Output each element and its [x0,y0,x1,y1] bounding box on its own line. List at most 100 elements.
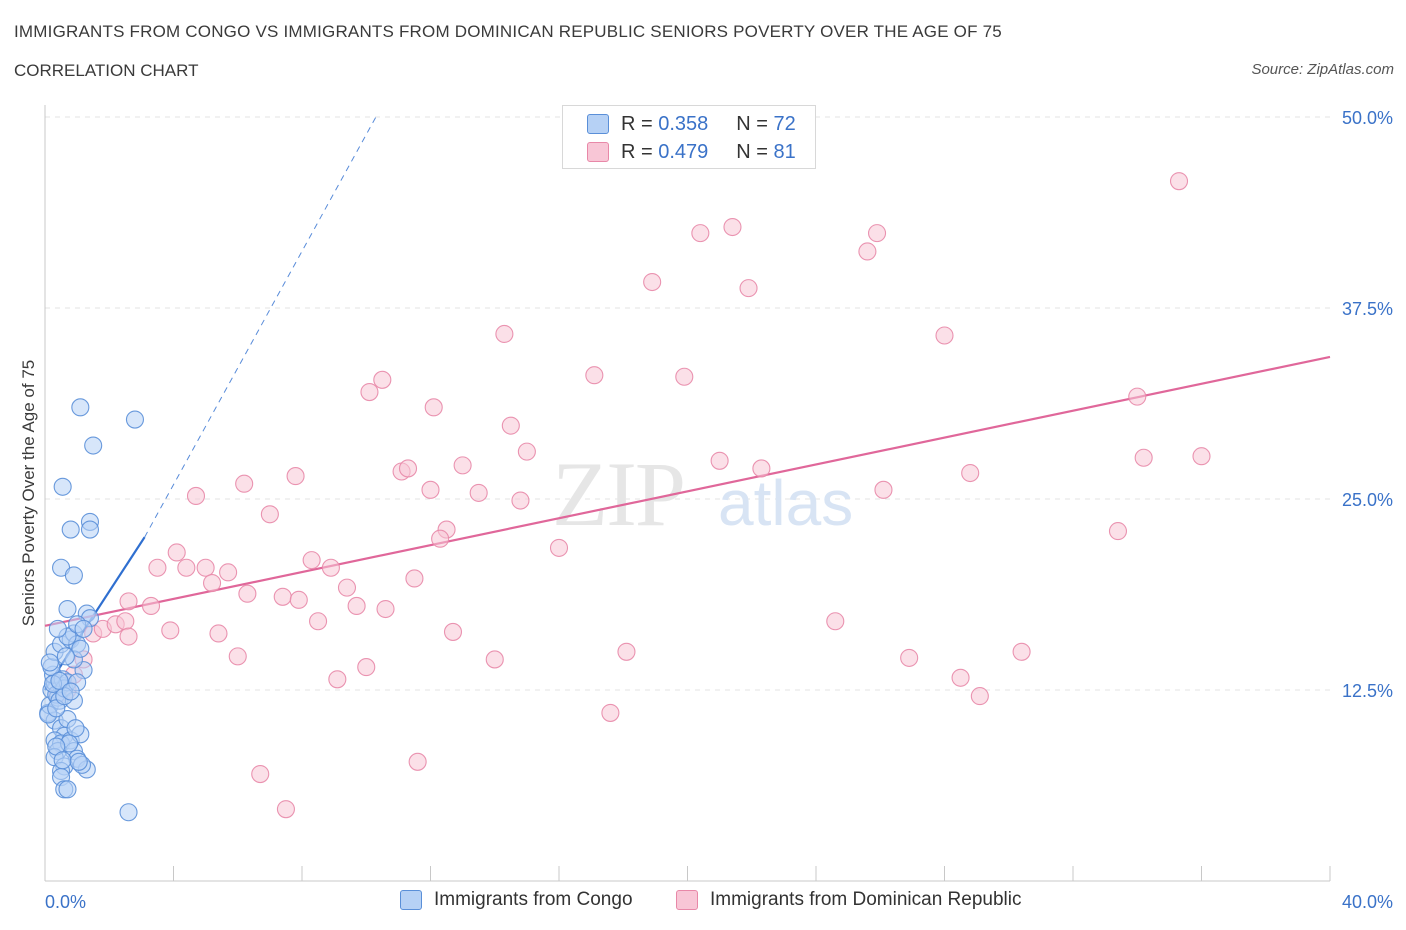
dominican-point-13[interactable] [167,543,186,562]
dominican-point-9[interactable] [119,592,138,611]
dominican-point-50[interactable] [501,416,520,435]
congo-point-66[interactable] [66,719,85,738]
dominican-point-18[interactable] [219,563,238,582]
dominican-point-47[interactable] [469,483,488,502]
dominican-point-80[interactable] [431,529,450,548]
congo-point-27[interactable] [71,639,90,658]
congo-swatch [587,114,609,134]
dominican-point-72[interactable] [970,687,989,706]
dominican-point-32[interactable] [337,578,357,597]
dominican-point-76[interactable] [1134,448,1153,467]
dominican-point-71[interactable] [961,463,980,483]
dominican-point-21[interactable] [235,474,254,493]
dominican-point-79[interactable] [289,590,308,609]
dominican-trend-line [44,355,1331,627]
dominican-point-29[interactable] [309,612,328,631]
dominican-point-68[interactable] [900,648,919,667]
dominican-point-15[interactable] [196,558,215,577]
dominican-point-65[interactable] [858,242,877,261]
dominican-point-46[interactable] [453,456,472,475]
x-tick-label-min: 0.0% [45,892,86,912]
dominican-point-40[interactable] [405,569,424,588]
dominican-point-27[interactable] [276,800,295,819]
congo-point-63[interactable] [40,653,59,672]
congo-point-19[interactable] [48,619,67,638]
dominican-point-31[interactable] [328,670,347,689]
dominican-point-78[interactable] [1192,447,1211,466]
congo-point-54[interactable] [84,436,103,455]
dominican-point-62[interactable] [739,279,758,298]
congo-point-64[interactable] [56,647,75,666]
dominican-point-17[interactable] [203,573,222,593]
dominican-point-74[interactable] [1108,522,1128,541]
dominican-point-64[interactable] [826,612,845,631]
dominican-point-61[interactable] [723,217,742,237]
dominican-point-57[interactable] [643,272,662,292]
dominican-point-24[interactable] [251,764,270,784]
dominican-point-53[interactable] [549,538,569,557]
dominican-point-12[interactable] [148,558,167,577]
dominican-point-58[interactable] [675,367,694,386]
y-tick-label-1: 25.0% [1342,490,1393,510]
watermark-zip: ZIP [552,443,684,545]
dominican-point-60[interactable] [710,451,729,470]
dominican-point-77[interactable] [1169,172,1189,191]
dominican-point-49[interactable] [495,324,514,344]
legend-item-congo[interactable]: Immigrants from Congo [400,889,633,911]
dominican-point-23[interactable] [260,505,279,524]
congo-point-48[interactable] [61,520,80,539]
dominican-point-26[interactable] [286,467,305,486]
dominican-point-63[interactable] [752,459,771,478]
dominican-point-73[interactable] [1012,642,1031,661]
dominican-point-67[interactable] [874,480,893,499]
dominican-point-51[interactable] [511,491,530,510]
dominican-point-54[interactable] [585,366,604,385]
dominican-point-37[interactable] [376,599,395,619]
congo-point-50[interactable] [80,520,100,539]
dominican-point-36[interactable] [373,370,392,389]
congo-point-45[interactable] [58,780,77,799]
dominican-point-45[interactable] [443,622,463,641]
dominican-point-59[interactable] [691,224,710,243]
dominican-point-39[interactable] [398,459,418,478]
dominican-point-55[interactable] [601,703,620,722]
dominican-point-41[interactable] [408,752,427,771]
dominican-point-43[interactable] [424,398,443,417]
dominican-point-66[interactable] [867,224,887,243]
dominican-point-8[interactable] [119,627,138,646]
dominican-point-28[interactable] [302,551,321,570]
dominican-point-25[interactable] [273,587,292,606]
congo-point-71[interactable] [69,752,88,771]
dominican-point-70[interactable] [951,668,970,687]
congo-point-62[interactable] [61,682,80,701]
dominican-point-16[interactable] [186,486,206,505]
dominican-point-14[interactable] [177,558,196,577]
congo-point-53[interactable] [71,398,90,417]
congo-point-61[interactable] [50,671,69,690]
dominican-point-7[interactable] [116,612,135,631]
congo-point-22[interactable] [58,599,77,619]
dominican-point-48[interactable] [485,650,504,669]
watermark-atlas: atlas [718,467,853,539]
dominican-point-56[interactable] [617,642,636,661]
congo-point-47[interactable] [53,477,72,496]
congo-point-52[interactable] [64,566,83,585]
dominican-point-34[interactable] [360,382,379,402]
dominican-point-22[interactable] [238,584,257,603]
dominican-point-30[interactable] [321,558,340,577]
congo-point-46[interactable] [119,803,138,822]
dominican-point-69[interactable] [935,326,954,345]
dominican-point-52[interactable] [517,442,536,461]
dominican-point-42[interactable] [421,480,440,499]
legend-item-dominican[interactable]: Immigrants from Dominican Republic [676,889,1022,911]
dominican-point-20[interactable] [228,647,247,666]
dominican-point-33[interactable] [347,596,366,616]
dominican-point-19[interactable] [209,624,228,643]
dominican-point-10[interactable] [141,596,161,616]
congo-point-69[interactable] [53,751,72,770]
congo-point-65[interactable] [74,619,93,638]
dominican-point-35[interactable] [357,658,376,677]
dominican-point-11[interactable] [161,621,180,640]
congo-point-55[interactable] [125,410,144,429]
dominican-point-75[interactable] [1128,387,1147,406]
